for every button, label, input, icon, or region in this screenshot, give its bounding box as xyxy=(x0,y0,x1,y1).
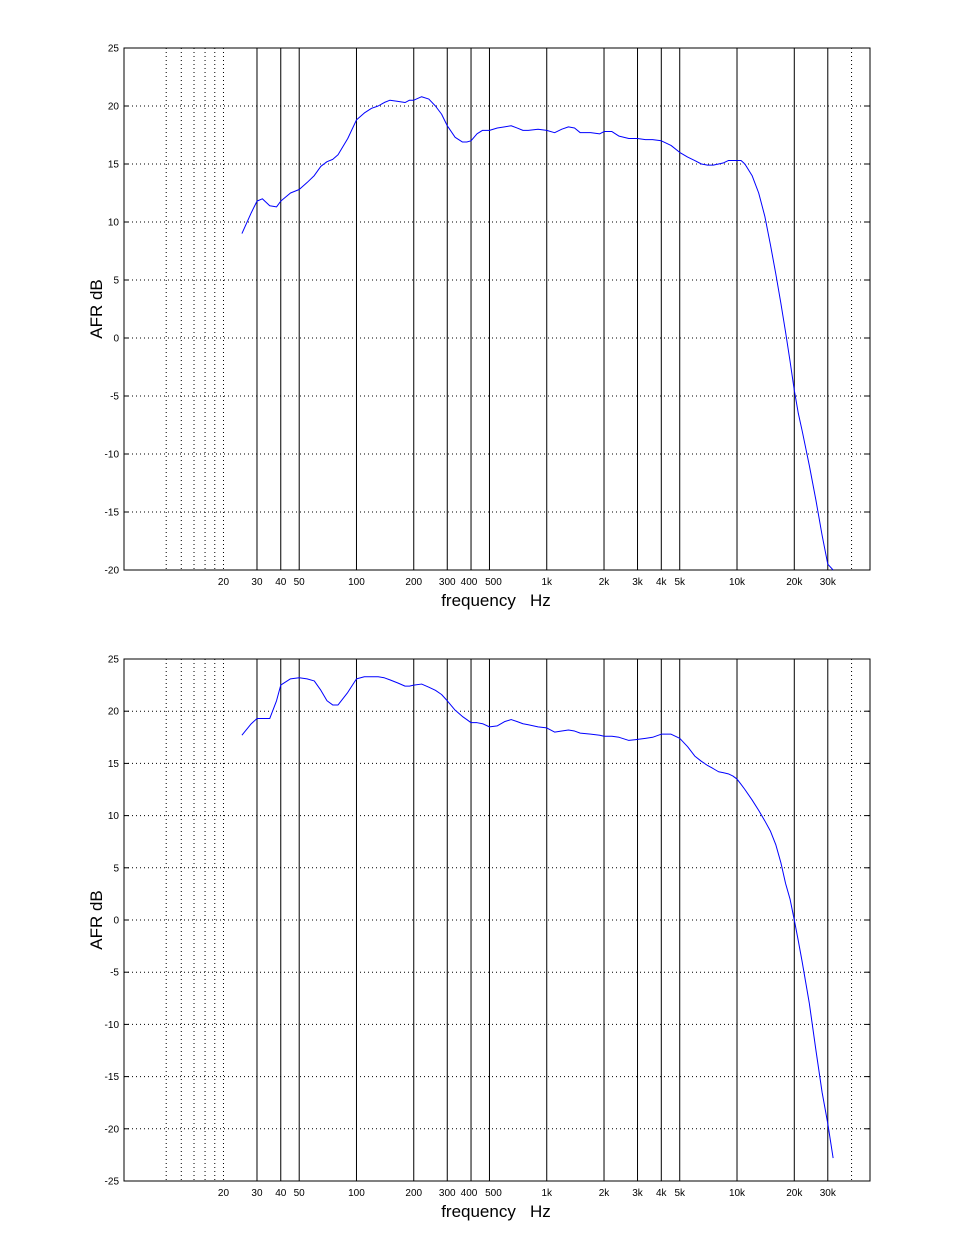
x-tick-label: 20 xyxy=(218,1188,230,1199)
x-tick-label: 3k xyxy=(632,577,644,588)
x-tick-label: 200 xyxy=(405,1188,422,1199)
top-y-axis-label: AFR dB xyxy=(87,279,106,339)
x-tick-label: 5k xyxy=(674,1188,686,1199)
x-tick-label: 200 xyxy=(405,577,422,588)
bottom-frequency-response-chart: -25 -20 -15 -10 -5 0 5 10 15 20 25 20 30 40 50 100 200 30… xyxy=(105,655,871,1199)
x-tick-label: 5k xyxy=(674,577,686,588)
y-tick-label: 15 xyxy=(108,759,120,770)
x-tick-label: 1k xyxy=(541,1188,553,1199)
x-tick-label: 20 xyxy=(218,577,230,588)
x-tick-label: 30 xyxy=(251,1188,263,1199)
x-tick-label: 30 xyxy=(251,577,263,588)
plot-frame xyxy=(123,47,871,571)
y-tick-label: 25 xyxy=(108,44,120,55)
y-tick-label: 25 xyxy=(108,655,120,666)
plot-frame xyxy=(123,658,871,1182)
x-tick-label: 40 xyxy=(275,577,287,588)
x-tick-label: 500 xyxy=(485,577,502,588)
top-x-axis-label: frequency Hz xyxy=(441,591,551,610)
y-tick-label: -15 xyxy=(105,508,120,519)
y-tick-label: 0 xyxy=(113,916,119,927)
x-tick-label: 3k xyxy=(632,1188,644,1199)
y-tick-label: -20 xyxy=(105,566,120,577)
x-tick-label: 1k xyxy=(541,577,553,588)
y-tick-label: 0 xyxy=(113,334,119,345)
x-tick-label: 2k xyxy=(599,1188,611,1199)
x-tick-label: 4k xyxy=(656,577,668,588)
y-tick-label: 15 xyxy=(108,160,120,171)
response-curve xyxy=(241,96,834,571)
x-tick-label: 300 xyxy=(439,577,456,588)
x-tick-label: 30k xyxy=(820,577,837,588)
x-tick-label: 10k xyxy=(729,577,746,588)
x-tick-label: 500 xyxy=(485,1188,502,1199)
y-tick-label: -20 xyxy=(105,1124,120,1135)
x-tick-label: 20k xyxy=(786,1188,803,1199)
x-tick-label: 400 xyxy=(461,577,478,588)
y-tick-label: -5 xyxy=(110,392,119,403)
y-tick-label: -10 xyxy=(105,1020,120,1031)
x-tick-label: 100 xyxy=(348,577,365,588)
x-tick-label: 100 xyxy=(348,1188,365,1199)
x-tick-label: 300 xyxy=(439,1188,456,1199)
x-tick-label: 50 xyxy=(294,577,306,588)
x-tick-label: 40 xyxy=(275,1188,287,1199)
x-tick-label: 50 xyxy=(294,1188,306,1199)
x-tick-label: 4k xyxy=(656,1188,668,1199)
y-tick-label: 5 xyxy=(113,276,119,287)
response-curve xyxy=(241,676,834,1159)
bottom-x-axis-label: frequency Hz xyxy=(441,1202,551,1221)
y-tick-label: 5 xyxy=(113,863,119,874)
x-tick-label: 20k xyxy=(786,577,803,588)
y-tick-label: -5 xyxy=(110,968,119,979)
y-tick-label: -10 xyxy=(105,450,120,461)
y-tick-label: -25 xyxy=(105,1177,120,1188)
top-frequency-response-chart: -20 -15 -10 -5 0 5 10 15 20 25 20 30 40 50 100 200 300 40… xyxy=(105,44,871,588)
y-tick-label: 10 xyxy=(108,218,120,229)
y-tick-label: 20 xyxy=(108,102,120,113)
x-tick-label: 2k xyxy=(599,577,611,588)
y-tick-label: 20 xyxy=(108,707,120,718)
y-tick-label: 10 xyxy=(108,811,120,822)
x-tick-label: 30k xyxy=(820,1188,837,1199)
y-tick-label: -15 xyxy=(105,1072,120,1083)
x-tick-label: 400 xyxy=(461,1188,478,1199)
x-tick-label: 10k xyxy=(729,1188,746,1199)
bottom-y-axis-label: AFR dB xyxy=(87,890,106,950)
